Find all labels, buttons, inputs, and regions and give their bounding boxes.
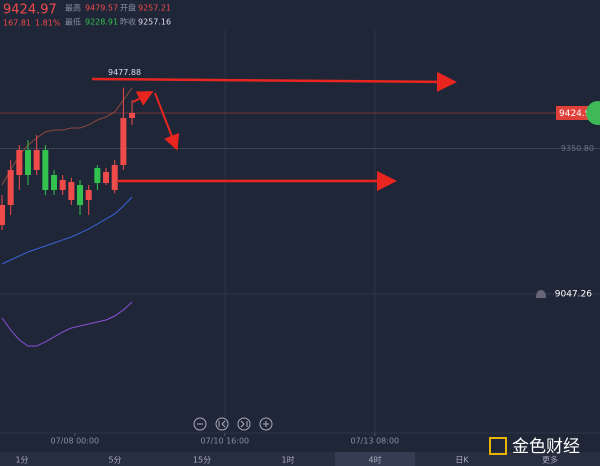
value: 9257.21: [138, 4, 171, 13]
last-price-label: 9424.97: [559, 109, 596, 119]
logo: 金色财经: [512, 437, 580, 457]
tab[interactable]: 更多: [542, 455, 558, 465]
tab[interactable]: 日K: [455, 456, 469, 465]
last-price-box: [556, 106, 590, 121]
candle-body: [59, 180, 66, 190]
indicator-line: [1, 196, 133, 265]
value: 9479.57: [85, 4, 118, 13]
candle-body: [0, 204, 5, 226]
change-pct: 1.81%: [35, 19, 61, 28]
label: 最高: [65, 3, 81, 13]
indicator-line: [1, 301, 133, 347]
candle-body: [33, 149, 40, 171]
candle-body: [42, 149, 49, 190]
candle-body: [129, 113, 136, 119]
arrow: [91, 71, 457, 92]
value: 9257.16: [138, 18, 171, 27]
change: 167.81: [3, 19, 31, 28]
arrow: [132, 91, 154, 106]
tab[interactable]: 15分: [193, 456, 211, 465]
candle-body: [103, 172, 110, 183]
candle-body: [16, 149, 23, 175]
logo-icon: [489, 437, 507, 455]
price-badge: [586, 101, 600, 125]
zoom-out[interactable]: [193, 417, 207, 431]
candle-body: [111, 165, 118, 190]
active-tab: [335, 452, 415, 466]
candle-body: [77, 185, 84, 205]
x-tick-label: 07/08 00:00: [50, 437, 99, 446]
tab[interactable]: 1分: [15, 456, 28, 465]
last-price-clip: 9424.97: [559, 109, 596, 119]
high-mark-label: 9477.88: [108, 68, 141, 77]
candle-body: [25, 149, 32, 175]
indicator-line: [1, 87, 133, 186]
candle-body: [7, 170, 14, 205]
x-tick-label: 07/10 16:00: [200, 437, 249, 446]
alert-label: 9047.26: [555, 289, 592, 299]
candle-body: [68, 181, 75, 201]
label: 最低: [65, 17, 81, 27]
value: 9228.91: [85, 18, 118, 27]
zoom-in[interactable]: [259, 417, 273, 431]
last-price: 9424.97: [3, 3, 57, 18]
tab[interactable]: 1时: [281, 455, 294, 465]
candle-body: [120, 118, 127, 166]
arrow: [154, 92, 180, 151]
x-tick-label: 07/13 08:00: [350, 437, 399, 446]
next[interactable]: [237, 417, 251, 431]
candle-body: [85, 189, 92, 201]
prev[interactable]: [215, 417, 229, 431]
zoom-controls: [193, 417, 273, 431]
candle-body: [94, 167, 101, 183]
tab[interactable]: 5分: [108, 456, 121, 465]
candle-body: [51, 174, 58, 190]
label: 昨收: [120, 17, 136, 27]
bell-icon: [536, 290, 546, 298]
tab[interactable]: 4时: [368, 455, 381, 465]
label: 开盘: [120, 3, 136, 13]
tab-bar: [0, 452, 600, 466]
ref-label: 9350.80: [561, 144, 594, 153]
